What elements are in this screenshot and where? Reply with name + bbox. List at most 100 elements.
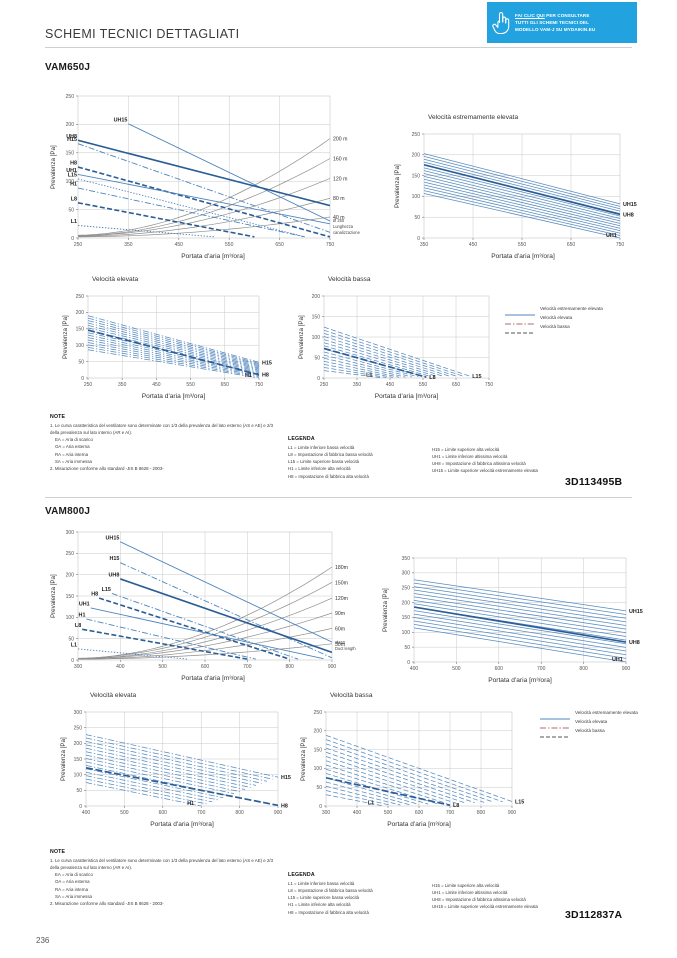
svg-text:150: 150: [312, 314, 321, 320]
chart-vam800-main: 300 400 500 600 700 800 900 0 50 100 150 200 250 300 U…: [48, 522, 378, 686]
legenda-heading: LEGENDA: [288, 436, 315, 442]
legend-label: Velocità estremamente elevata: [540, 305, 603, 311]
svg-text:50: 50: [68, 636, 74, 642]
svg-text:150: 150: [314, 747, 323, 753]
svg-text:0: 0: [417, 236, 420, 242]
svg-text:600: 600: [159, 810, 168, 816]
svg-text:80 m: 80 m: [333, 196, 345, 202]
legenda-item: UH1 = Limite inferiore altissima velocit…: [432, 454, 508, 460]
svg-text:450: 450: [152, 382, 161, 388]
svg-text:100: 100: [402, 630, 411, 636]
y-axis-title: Prevalenza [Pa]: [50, 145, 57, 189]
svg-text:L8: L8: [453, 803, 459, 809]
svg-text:UH1: UH1: [66, 168, 77, 174]
cta-link-text[interactable]: FAI CLIC QUI: [515, 12, 545, 18]
svg-text:100: 100: [76, 343, 85, 349]
svg-text:UH1: UH1: [79, 601, 90, 607]
svg-text:750: 750: [485, 382, 494, 388]
legenda-item: UH8 = Impostazione di fabbrica altissima…: [432, 897, 526, 903]
svg-text:UH15: UH15: [106, 535, 120, 541]
legenda-block-vam800-left: LEGENDA L1 = Limite inferiore bassa velo…: [288, 872, 433, 916]
section-divider: [45, 497, 632, 498]
page-title: SCHEMI TECNICI DETTAGLIATI: [45, 27, 240, 41]
svg-text:300: 300: [74, 710, 83, 716]
x-axis-title: Portata d'aria [m³/ora]: [141, 393, 206, 400]
svg-text:650: 650: [221, 382, 230, 388]
legend-line-swatch-dash-dot: [505, 314, 535, 325]
svg-text:H8: H8: [262, 373, 269, 379]
svg-text:350: 350: [402, 556, 411, 562]
svg-text:Lunghezza: Lunghezza: [333, 224, 354, 229]
note-abbrev-sa: SA = Aria immessa: [55, 458, 92, 464]
svg-text:0: 0: [81, 376, 84, 382]
svg-text:H1: H1: [245, 373, 252, 379]
svg-text:750: 750: [255, 382, 264, 388]
note-abbrev-ea: EA = Aria di scarico: [55, 437, 93, 443]
svg-text:550: 550: [518, 242, 527, 248]
svg-text:50: 50: [78, 359, 84, 365]
svg-text:0: 0: [71, 236, 74, 242]
y-axis-title: Prevalenza [Pa]: [382, 588, 389, 632]
svg-text:150: 150: [402, 615, 411, 621]
svg-text:250: 250: [66, 94, 75, 100]
legenda-item: H15 = Limite superiore alta velocità: [432, 447, 500, 452]
legend-label: Velocità estremamente elevata: [575, 709, 638, 715]
speed-legend-row: Velocità elevata: [540, 718, 638, 729]
svg-text:30m: 30m: [335, 642, 345, 648]
legenda-item: UH15 = Limite superiore velocità estrema…: [432, 904, 538, 910]
svg-text:H8: H8: [70, 161, 77, 167]
svg-text:800: 800: [285, 664, 294, 670]
svg-text:120m: 120m: [335, 596, 348, 602]
note-abbrev-sa: SA = Aria immessa: [55, 893, 92, 899]
svg-text:180m: 180m: [335, 565, 348, 571]
drawing-code-vam800j: 3D112837A: [565, 909, 623, 921]
svg-text:H15: H15: [262, 360, 272, 366]
speed-legend-vam800: Velocità estremamente elevata Velocità el…: [540, 709, 638, 738]
svg-text:600: 600: [201, 664, 210, 670]
svg-text:UH1: UH1: [606, 233, 617, 239]
svg-text:800: 800: [579, 666, 588, 672]
svg-text:250: 250: [66, 551, 75, 557]
cta-line1-rest: PER CONSULTARE: [544, 12, 590, 18]
note-heading: NOTE: [50, 849, 66, 855]
y-axis-title: Prevalenza [Pa]: [60, 737, 67, 781]
svg-text:500: 500: [452, 666, 461, 672]
legenda-item: H15 = Limite superiore alta velocità: [432, 883, 500, 888]
note-abbrev-ea: EA = Aria di scarico: [55, 872, 93, 878]
mydaikin-cta-banner[interactable]: FAI CLIC QUI PER CONSULTARE TUTTI GLI SC…: [487, 2, 637, 43]
svg-text:UH8: UH8: [109, 572, 120, 578]
svg-text:900: 900: [622, 666, 631, 672]
legend-label: Velocità elevata: [575, 718, 608, 724]
svg-text:L8: L8: [75, 623, 81, 629]
svg-text:0: 0: [317, 376, 320, 382]
legenda-block-vam650-left: LEGENDA L1 = Limite inferiore bassa velo…: [288, 436, 433, 480]
svg-text:900: 900: [508, 810, 517, 816]
svg-text:UH15: UH15: [114, 117, 128, 123]
svg-text:100: 100: [66, 179, 75, 185]
svg-text:40 m: 40 m: [333, 215, 345, 221]
cta-line3: MODELLO VAM-J SU MYDAIKIN.EU: [515, 27, 596, 33]
svg-text:150: 150: [66, 151, 75, 157]
svg-text:Ø150: Ø150: [335, 640, 346, 645]
svg-text:600: 600: [495, 666, 504, 672]
chart-vam800-extra-high: 400 500 600 700 800 900 0 50 100 150 200 250 300 350 U…: [380, 546, 660, 688]
svg-text:300: 300: [66, 530, 75, 536]
svg-text:L1: L1: [366, 373, 372, 379]
speed-legend-row: Velocità estremamente elevata: [505, 305, 603, 316]
x-axis-title: Portata d'aria [m³/ora]: [374, 393, 439, 400]
svg-text:200: 200: [66, 572, 75, 578]
svg-text:Ø 250: Ø 250: [333, 218, 345, 223]
svg-text:60m: 60m: [335, 626, 345, 632]
model-title-vam650j: VAM650J: [45, 62, 91, 73]
chart-vam650-high: 250 350 450 550 650 750 0 50 100 150 200 250 H15 H8 H1…: [60, 276, 285, 404]
svg-text:650: 650: [452, 382, 461, 388]
svg-text:UH8: UH8: [623, 212, 634, 218]
chart-vam650-low: 250 350 450 550 650 750 0 50 100 150 200 L15 L8 L1 Vel…: [296, 276, 511, 404]
legenda-item: H8 = Impostazione di fabbrica alta veloc…: [288, 909, 369, 915]
x-axis-title: Portata d'aria [m³/ora]: [491, 253, 555, 260]
svg-text:550: 550: [225, 242, 234, 248]
svg-text:900: 900: [274, 810, 283, 816]
svg-text:800: 800: [477, 810, 486, 816]
pointing-hand-icon: [491, 9, 511, 37]
svg-text:160 m: 160 m: [333, 156, 347, 162]
